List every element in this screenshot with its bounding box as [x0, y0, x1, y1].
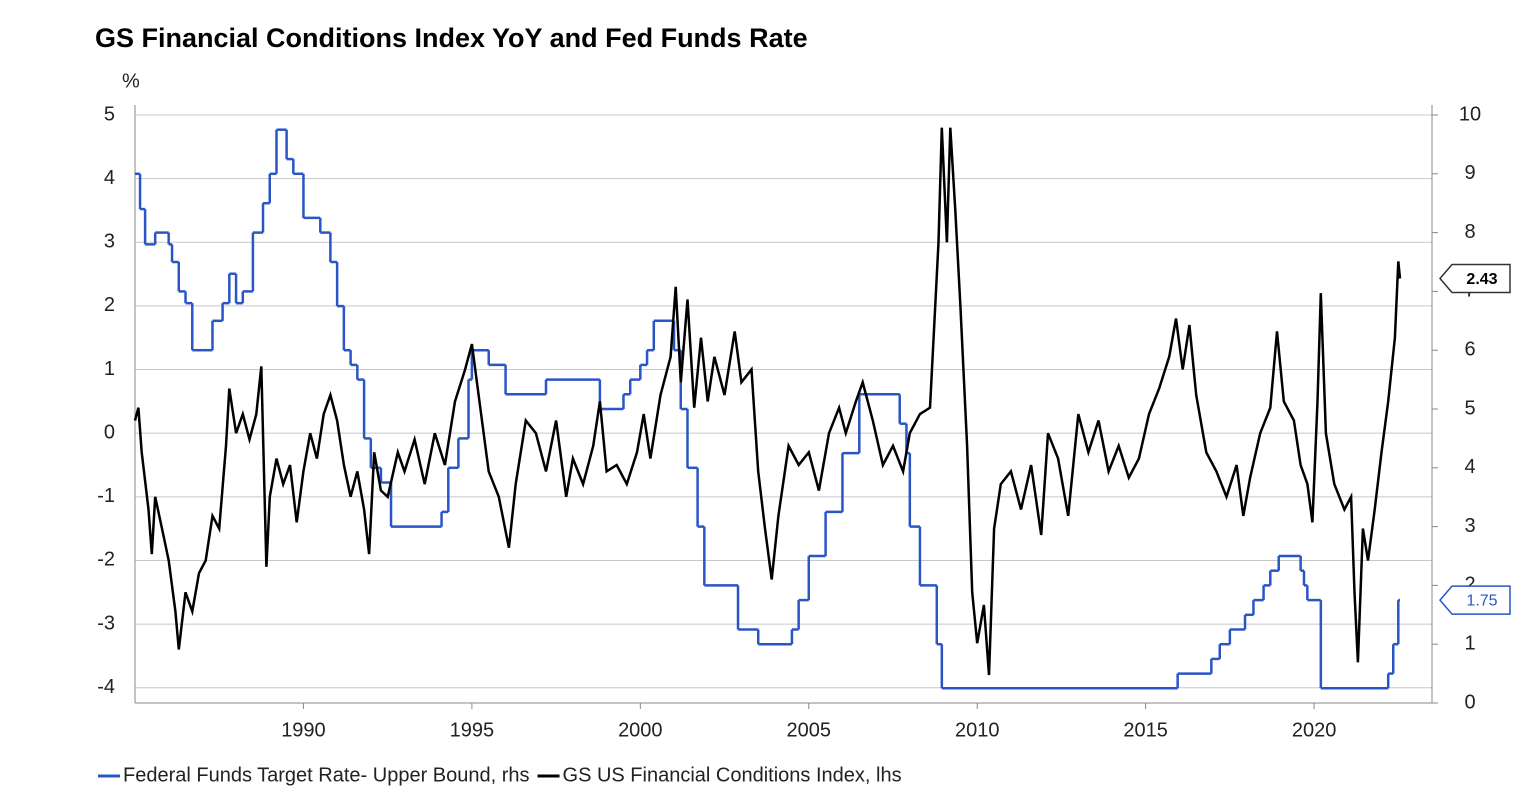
y2-tick-label: 9 [1464, 162, 1475, 184]
legend-label: GS US Financial Conditions Index, lhs [563, 764, 902, 786]
y-tick-label: 4 [104, 167, 115, 189]
y2-tick-label: 2 [1464, 574, 1475, 596]
y2-tick-label: 10 [1459, 103, 1481, 125]
end-label-box [1439, 585, 1511, 615]
y2-tick-label: 0 [1464, 691, 1475, 713]
x-tick-label: 2000 [618, 719, 663, 741]
x-tick-label: 1995 [450, 719, 495, 741]
y-tick-label: 1 [104, 358, 115, 380]
end-label: 1.75 [1466, 592, 1497, 609]
x-tick-label: 1990 [281, 719, 326, 741]
y-tick-label: -4 [97, 676, 115, 698]
y-tick-label: 0 [104, 421, 115, 443]
y2-tick-label: 5 [1464, 397, 1475, 419]
end-label-box [1439, 263, 1511, 294]
end-label: 2.43 [1466, 271, 1497, 288]
y2-tick-label: 3 [1464, 515, 1475, 537]
series-line [133, 127, 1402, 676]
y-tick-label: -1 [97, 485, 115, 507]
y-tick-label: 5 [104, 103, 115, 125]
x-tick-label: 2010 [955, 719, 1000, 741]
y-tick-label: 3 [104, 231, 115, 253]
y-axis-label: % [122, 70, 140, 92]
y-tick-label: -2 [97, 549, 115, 571]
y2-tick-label: 8 [1464, 221, 1475, 243]
y2-tick-label: 4 [1464, 456, 1475, 478]
y2-tick-label: 6 [1464, 338, 1475, 360]
x-tick-label: 2005 [787, 719, 832, 741]
chart-title: GS Financial Conditions Index YoY and Fe… [95, 23, 808, 53]
y2-tick-label: 1 [1464, 632, 1475, 654]
x-tick-label: 2020 [1292, 719, 1337, 741]
x-tick-label: 2015 [1123, 719, 1168, 741]
legend-label: Federal Funds Target Rate- Upper Bound, … [123, 764, 530, 786]
y-tick-label: -3 [97, 612, 115, 634]
y-tick-label: 2 [104, 294, 115, 316]
